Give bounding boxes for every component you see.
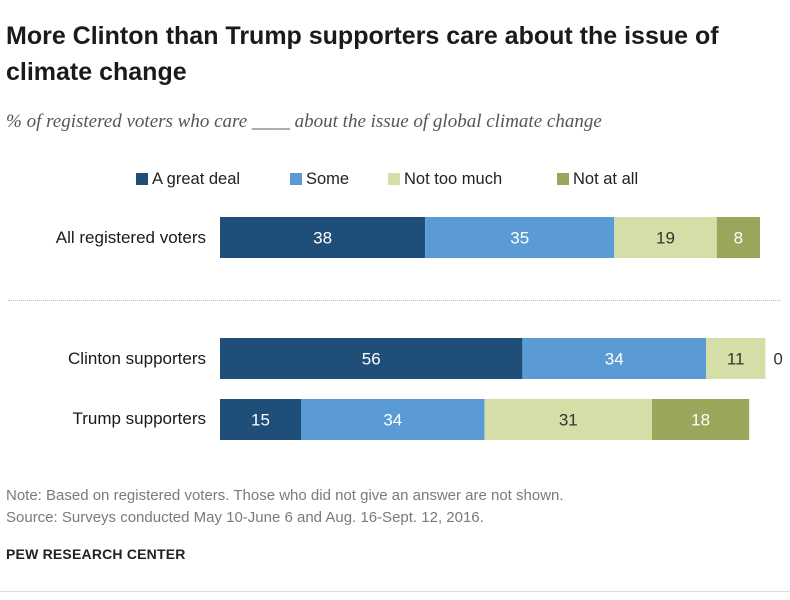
data-label-clinton-supporters-some: 34 [605,350,624,369]
data-label-all-registered-voters-not-too-much: 19 [656,229,675,248]
legend-label: Not at all [573,169,639,188]
legend-item-a-great-deal: A great deal [136,168,240,190]
footnote: Note: Based on registered voters. Those … [6,487,564,504]
bottom-rule [0,591,790,592]
bar-trump-supporters-not-at-all [652,399,750,440]
legend-swatch [388,173,400,185]
bar-trump-supporters-a-great-deal [220,399,301,440]
row-label-all-registered-voters: All registered voters [55,228,206,247]
legend-swatch [290,173,302,185]
legend-item-some: Some [290,168,349,190]
source-note: Source: Surveys conducted May 10-June 6 … [6,509,484,526]
bar-all-registered-voters-not-too-much [614,217,717,258]
legend-label: Not too much [404,169,503,188]
bar-all-registered-voters-a-great-deal [220,217,426,258]
legend-swatch [557,173,569,185]
legend-item-not-too-much: Not too much [388,168,502,190]
data-label-trump-supporters-a-great-deal: 15 [251,411,270,430]
data-label-trump-supporters-not-too-much: 31 [559,411,578,430]
bar-all-registered-voters-not-at-all [716,217,760,258]
data-label-trump-supporters-some: 34 [383,411,402,430]
bar-trump-supporters-some [301,399,485,440]
bar-all-registered-voters-some [425,217,615,258]
row-label-trump-supporters: Trump supporters [72,409,206,428]
bar-clinton-supporters-not-too-much [706,338,766,379]
data-label-trump-supporters-not-at-all: 18 [691,411,710,430]
legend-swatch [136,173,148,185]
bar-clinton-supporters-a-great-deal [220,338,523,379]
data-label-all-registered-voters-not-at-all: 8 [734,229,743,248]
legend-item-not-at-all: Not at all [557,168,638,190]
brand-logo-text: PEW RESEARCH CENTER [6,546,186,562]
chart-subtitle: % of registered voters who care ____ abo… [6,111,602,132]
legend-label: A great deal [152,169,241,188]
data-label-clinton-supporters-a-great-deal: 56 [362,350,381,369]
data-label-all-registered-voters-some: 35 [510,229,529,248]
data-label-all-registered-voters-a-great-deal: 38 [313,229,332,248]
bar-trump-supporters-not-too-much [484,399,652,440]
bar-clinton-supporters-some [522,338,706,379]
row-label-clinton-supporters: Clinton supporters [68,349,206,368]
chart-title: More Clinton than Trump supporters care … [6,22,719,86]
data-label-clinton-supporters-not-at-all: 0 [773,350,782,369]
data-label-clinton-supporters-not-too-much: 11 [727,350,745,369]
legend-label: Some [306,169,350,188]
group-divider [8,300,780,301]
